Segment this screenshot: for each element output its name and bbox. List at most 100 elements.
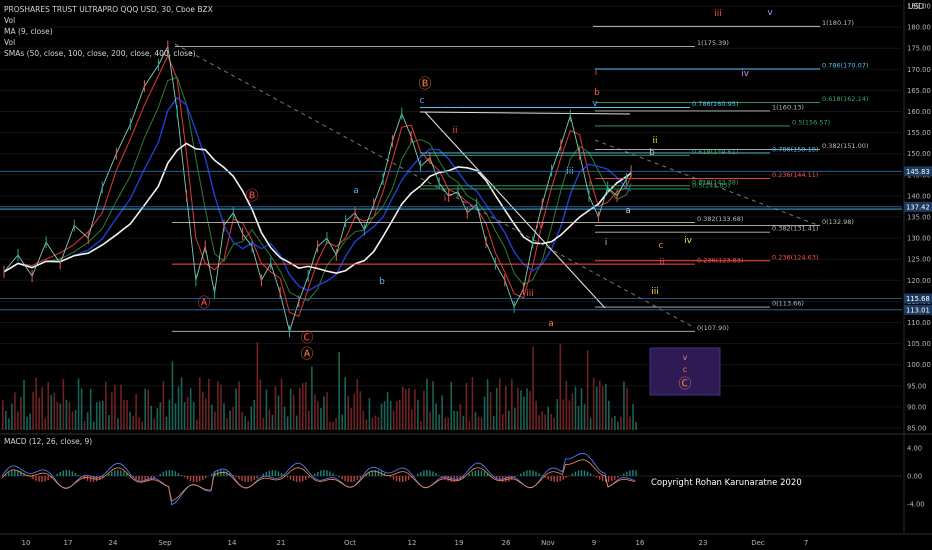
price-tick-19: 90.00: [907, 403, 926, 411]
macd-hist-bar: [404, 476, 407, 482]
time-axis[interactable]: 10 17 24 Sep 14 21 Oct 12 19 26 Nov 9 16 23 Dec 7: [0, 533, 932, 547]
macd-hist-bar: [420, 471, 422, 476]
macd-hist-bar: [601, 476, 604, 482]
macd-hist-bar: [595, 476, 598, 478]
trendline-dashed-2: [594, 139, 821, 227]
volume-bar: [332, 421, 334, 430]
volume-bar: [401, 386, 404, 430]
macd-hist-bar: [283, 475, 286, 476]
wave-label-15: i: [444, 194, 447, 204]
macd-hist-bar: [47, 476, 49, 481]
macd-tick-0: 4.00: [907, 445, 922, 453]
volume-bar: [23, 379, 25, 430]
volume-bar: [241, 411, 243, 430]
wave-label-14: Ⓑ: [245, 189, 258, 204]
time-tick-14: Dec: [751, 539, 765, 547]
time-tick-3: Sep: [158, 539, 172, 547]
price-tick-20: 85.00: [907, 425, 926, 433]
volume-bar: [186, 397, 189, 430]
macd-hist-bar: [123, 471, 125, 476]
volume-bar: [117, 418, 119, 430]
macd-hist-bar: [514, 476, 516, 478]
volume-bar: [462, 415, 465, 430]
macd-hist-bar: [229, 472, 231, 476]
price-axis[interactable]: 185.00 180.00 175.00 170.00 165.00 160.00 155.…: [0, 0, 932, 534]
chart-legend: PROSHARES TRUST ULTRAPRO QQQ USD, 30, Cb…: [4, 4, 213, 59]
macd-hist-bar: [277, 471, 280, 476]
macd-hist-bar: [256, 476, 258, 478]
price-marker-bg-3: [904, 304, 932, 315]
macd-hist-bar: [398, 476, 401, 482]
fib-label-2: 0.786(170.07): [822, 62, 868, 70]
fib-label-0: 1(180.17): [822, 19, 854, 27]
wave-label-26: a: [548, 319, 554, 329]
volume-bar: [74, 409, 77, 430]
indicator-vol-2[interactable]: Vol: [4, 38, 16, 47]
volume-bar: [53, 392, 56, 430]
volume-bar: [56, 401, 59, 430]
fib-label-10: 0.236(144.11): [772, 171, 818, 179]
volume-bar: [171, 361, 174, 430]
volume-bar: [538, 415, 540, 430]
macd-hist-bar: [471, 471, 474, 476]
indicator-ma[interactable]: MA (9, close): [4, 27, 53, 36]
macd-hist-bar: [365, 473, 367, 476]
volume-bar: [301, 383, 304, 430]
macd-hist-bar: [608, 476, 610, 482]
macd-hist-bar: [326, 470, 328, 476]
macd-hist-bar: [141, 476, 143, 482]
volume-bar: [495, 387, 498, 430]
fib-label-20: 0(107.90): [697, 324, 729, 332]
macd-hist-bar: [250, 476, 252, 482]
macd-hist-bar: [583, 470, 586, 476]
fib-label-4: 0.786(160.95): [692, 100, 738, 108]
volume-bar: [441, 395, 443, 430]
volume-bar: [198, 377, 201, 430]
volume-bar: [338, 351, 340, 430]
macd-hist-bar: [598, 476, 601, 480]
chart-title[interactable]: PROSHARES TRUST ULTRAPRO QQQ USD, 30, Cb…: [4, 5, 213, 14]
volume-bar: [253, 399, 256, 430]
macd-hist-bar: [335, 475, 337, 476]
volume-bar: [183, 402, 186, 430]
macd-hist-bar: [308, 476, 310, 478]
price-tick-12: 125.00: [907, 256, 931, 264]
volume-bar: [617, 421, 619, 430]
macd-hist-bar: [108, 473, 110, 476]
fib-label-19: 0(113.66): [772, 300, 804, 308]
volume-bar: [108, 415, 110, 430]
wave-label-3: Ⓑ: [418, 77, 431, 92]
volume-bar: [504, 386, 507, 430]
volume-bar: [68, 401, 71, 430]
indicator-smas[interactable]: SMAs (50, close, 100, close, 200, close,…: [4, 49, 196, 58]
macd-hist-bar: [435, 473, 437, 476]
time-tick-4: 14: [228, 539, 237, 547]
macd-hist-bar: [408, 476, 410, 480]
macd-hist-bar: [359, 476, 361, 478]
macd-hist-bar: [101, 476, 104, 479]
macd-hist-bar: [68, 470, 71, 476]
wave-label-1: v: [767, 8, 773, 18]
projection-label-2: Ⓒ: [678, 377, 691, 392]
price-marker-3: 113.01: [906, 306, 930, 314]
volume-bar: [501, 414, 504, 430]
volume-bar: [511, 379, 513, 430]
fib-label-16: 0.382(131.41): [772, 225, 818, 233]
macd-hist-bar: [168, 470, 171, 476]
macd-hist-bar: [541, 475, 543, 476]
macd-hist-bar: [444, 476, 446, 480]
volume-bar: [174, 403, 177, 430]
wave-label-13: a: [353, 186, 359, 196]
volume-bar: [426, 378, 428, 430]
macd-hist-bar: [8, 471, 10, 476]
volume-bar: [389, 401, 392, 430]
price-marker-bg-1: [904, 201, 932, 212]
macd-hist-bar: [186, 476, 189, 480]
fib-label-6: 0.5(156.57): [792, 118, 830, 126]
volume-bar: [201, 391, 204, 430]
volume-bar: [295, 415, 298, 430]
fib-label-3: 0.618(162.14): [822, 95, 868, 103]
volume-bar: [305, 382, 307, 430]
indicator-vol[interactable]: Vol: [4, 16, 16, 25]
